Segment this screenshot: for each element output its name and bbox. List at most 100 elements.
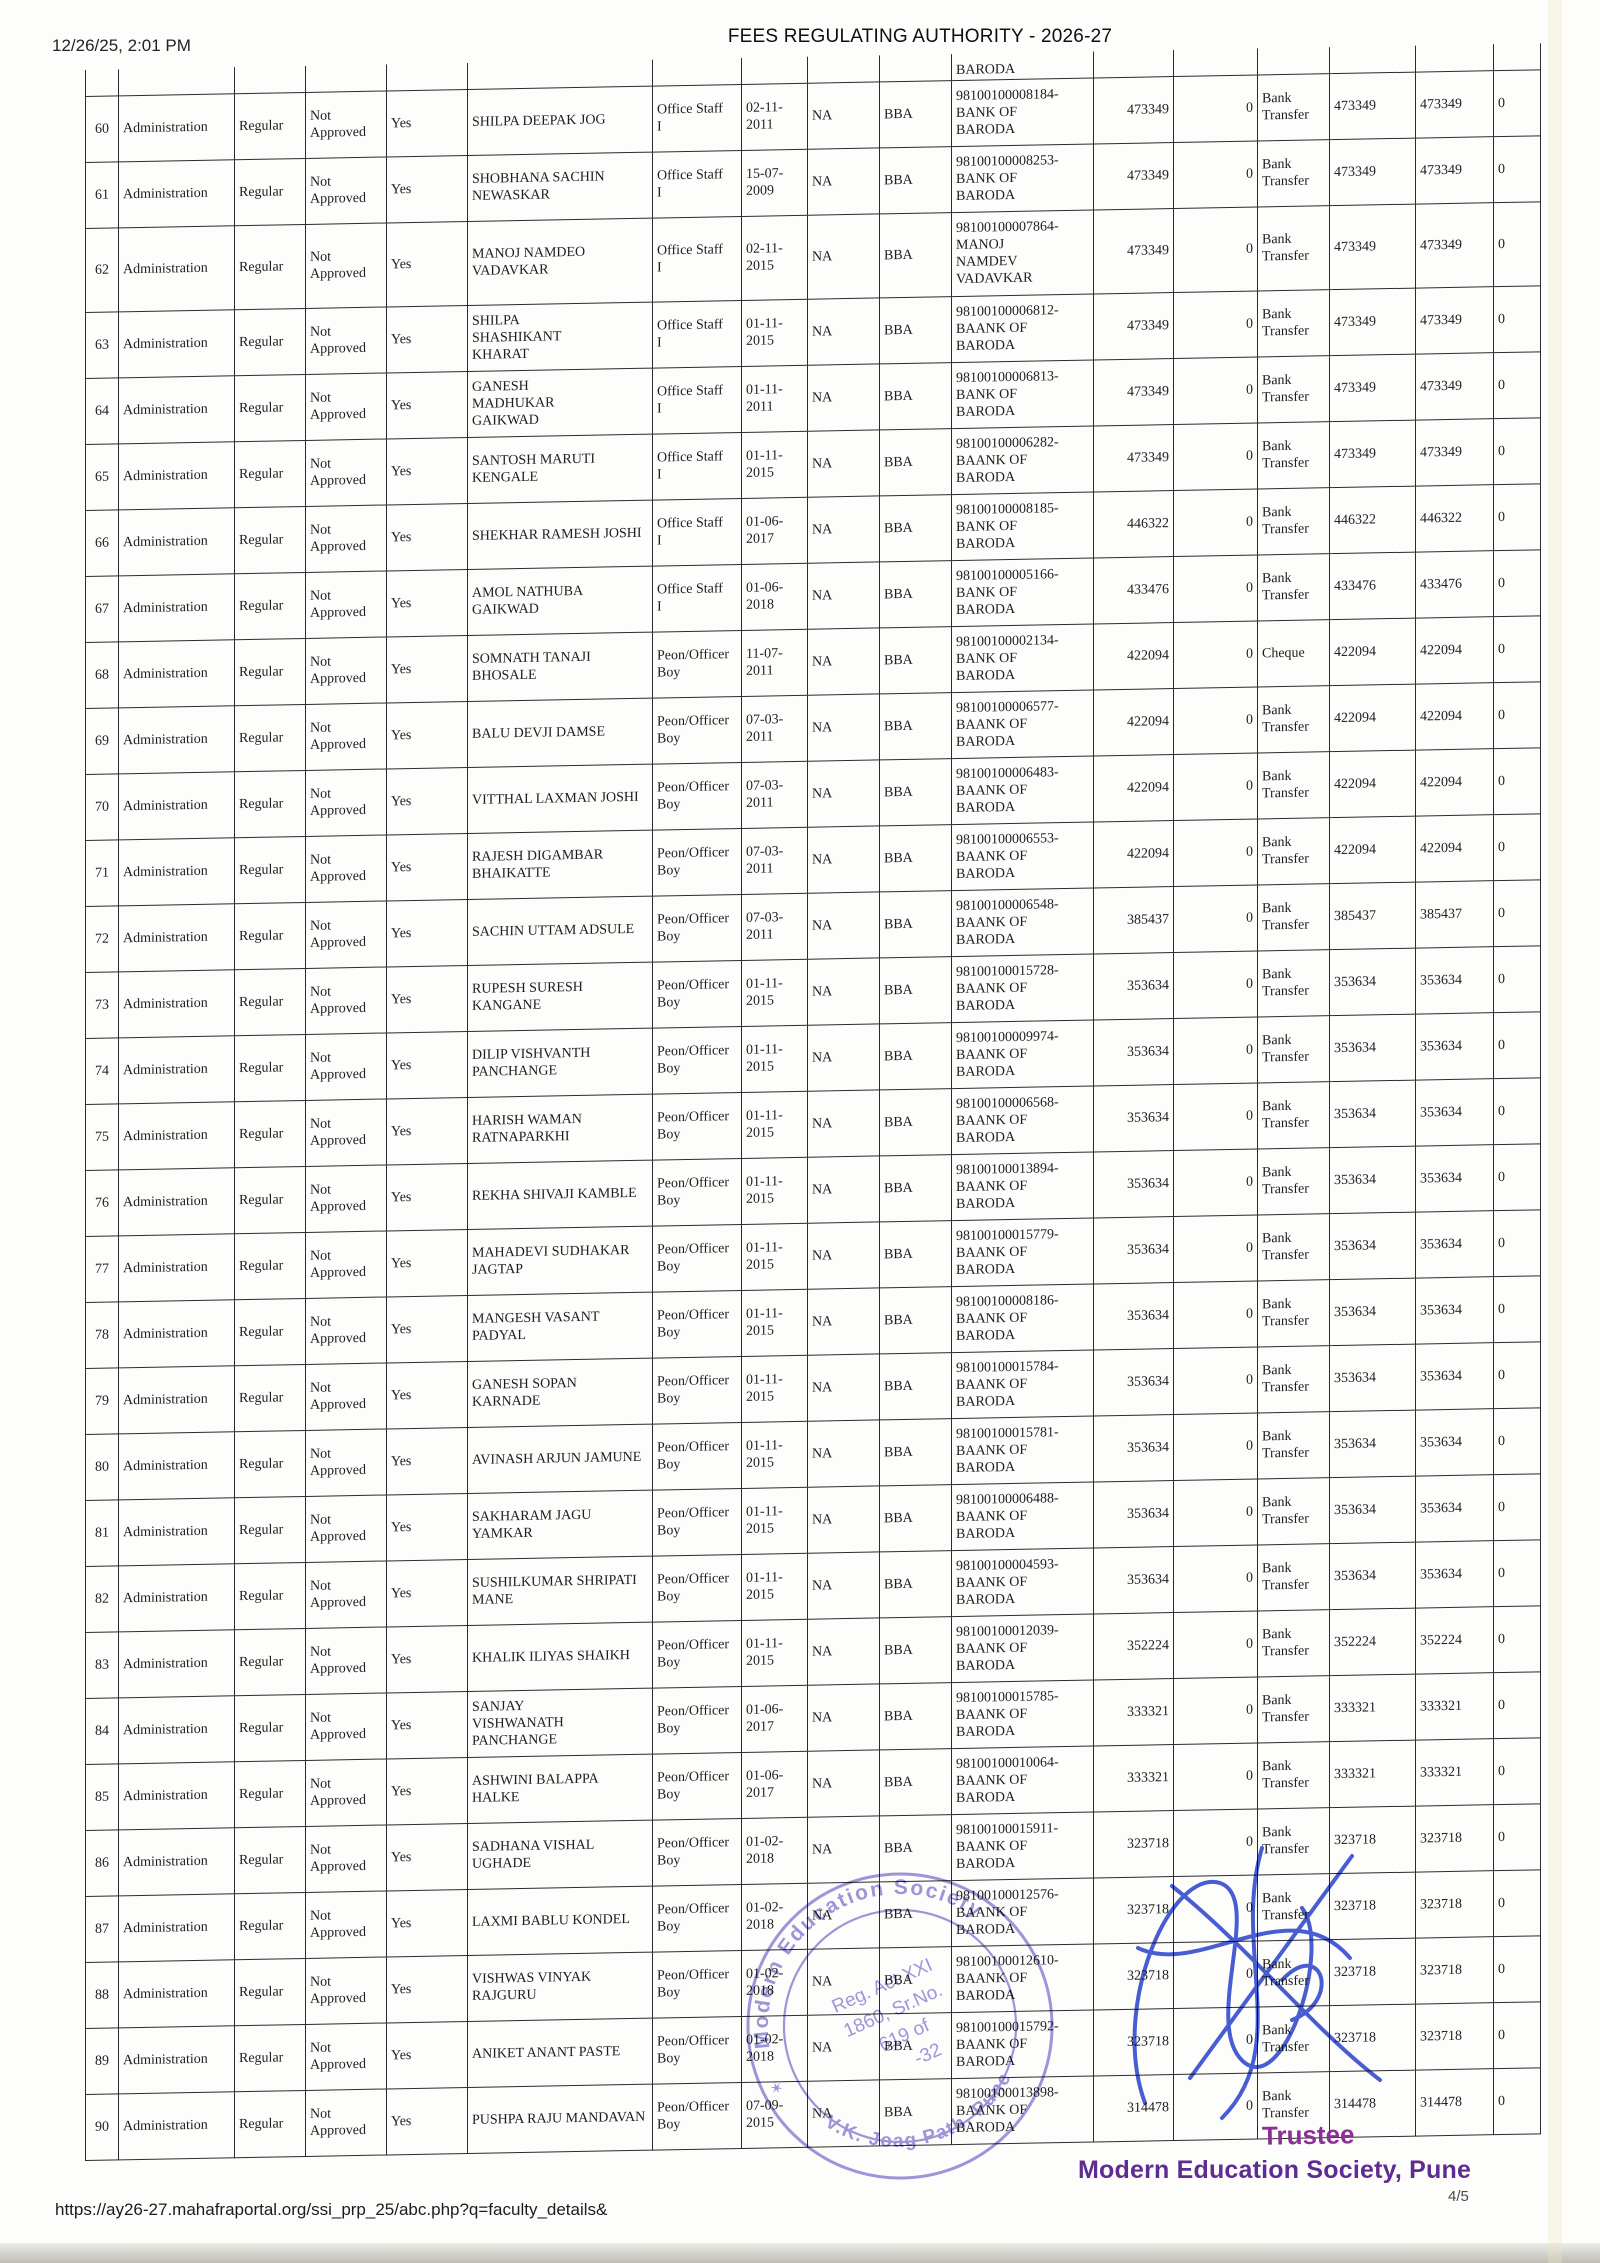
cell-row-number: 82 <box>85 1565 119 1632</box>
cell-type: Regular <box>234 373 306 442</box>
cell-course: BBA <box>879 1682 952 1750</box>
cell-bank-account: 98100100002134- BANK OF BARODA <box>951 623 1094 693</box>
cell-na <box>807 55 880 83</box>
cell-net-amount: 422094 <box>1415 748 1494 816</box>
cell-row-number: 66 <box>85 509 119 576</box>
cell-payment-mode: Bank Transfer <box>1257 1543 1330 1611</box>
cell-row-number: 67 <box>85 575 119 642</box>
cell-zero: 0 <box>1173 488 1258 557</box>
cell-name: VISHWAS VINYAK RAJGURU <box>467 1951 653 2021</box>
cell-department: Administration <box>118 969 235 1038</box>
cell-payment-mode: Bank Transfer <box>1257 421 1330 489</box>
cell-department: Administration <box>118 1695 235 1764</box>
cell-course: BBA <box>879 80 952 148</box>
cell-name: SACHIN UTTAM ADSULE <box>467 895 653 965</box>
cell-name: ASHWINI BALAPPA HALKE <box>467 1753 653 1823</box>
cell-amount-paid: 422094 <box>1329 749 1416 818</box>
cell-na: NA <box>807 429 880 497</box>
cell-type: Regular <box>234 1561 306 1630</box>
cell-joining-date: 01-11- 2015 <box>741 1486 808 1554</box>
cell-designation: Peon/Officer Boy <box>652 1619 742 1688</box>
cell-na: NA <box>807 1221 880 1289</box>
cell-course: BBA <box>879 1748 952 1816</box>
cell-joining-date: 01-11- 2015 <box>741 1552 808 1620</box>
cell-flag: Yes <box>386 502 468 571</box>
cell-department: Administration <box>118 903 235 972</box>
cell-department: Administration <box>118 837 235 906</box>
cell-approval: Not Approved <box>305 2022 387 2090</box>
cell-na: NA <box>807 297 880 365</box>
cell-bank-account: 98100100006812- BAANK OF BARODA <box>951 293 1094 363</box>
cell-row-number: 83 <box>85 1631 119 1698</box>
cell-amount-paid: 473349 <box>1329 353 1416 422</box>
cell-zero-last: 0 <box>1493 1737 1541 1805</box>
cell-name: SANJAY VISHWANATH PANCHANGE <box>467 1687 653 1757</box>
cell-amount: 353634 <box>1093 1282 1174 1350</box>
cell-name: ANIKET ANANT PASTE <box>467 2017 653 2087</box>
cell-bank-account: 98100100015784- BAANK OF BARODA <box>951 1349 1094 1419</box>
cell-course: BBA <box>879 1022 952 1090</box>
cell-name: SANTOSH MARUTI KENGALE <box>467 433 653 503</box>
cell-row-number: 61 <box>85 161 119 228</box>
cell-amount-paid: 353634 <box>1329 1409 1416 1478</box>
cell-designation: Peon/Officer Boy <box>652 629 742 698</box>
cell-payment-mode: Bank Transfer <box>1257 1741 1330 1809</box>
cell-amount: 353634 <box>1093 1414 1174 1482</box>
cell-type: Regular <box>234 1759 306 1828</box>
cell-department: Administration <box>118 639 235 708</box>
cell-type: Regular <box>234 1495 306 1564</box>
cell-name: MANGESH VASANT PADYAL <box>467 1291 653 1361</box>
cell-type: Regular <box>234 769 306 838</box>
cell-amount-paid: 333321 <box>1329 1739 1416 1808</box>
cell-zero: 0 <box>1173 74 1258 143</box>
cell-zero: 0 <box>1173 1742 1258 1811</box>
cell-designation: Peon/Officer Boy <box>652 1289 742 1358</box>
cell-zero: 0 <box>1173 1280 1258 1349</box>
cell-amount: 353634 <box>1093 1348 1174 1416</box>
cell-flag: Yes <box>386 1030 468 1099</box>
cell-zero-last: 0 <box>1493 747 1541 815</box>
cell-amount <box>1093 50 1174 78</box>
printed-url: https://ay26-27.mahafraportal.org/ssi_pr… <box>55 2200 608 2219</box>
cell-flag: Yes <box>386 898 468 967</box>
cell-name: SADHANA VISHAL UGHADE <box>467 1819 653 1889</box>
cell-type: Regular <box>234 1693 306 1762</box>
cell-bank-account: 98100100006577- BAANK OF BARODA <box>951 689 1094 759</box>
cell-type: Regular <box>234 2089 306 2158</box>
cell-flag: Yes <box>386 2086 468 2155</box>
cell-amount: 333321 <box>1093 1678 1174 1746</box>
cell-flag: Yes <box>386 436 468 505</box>
cell-row-number: 72 <box>85 905 119 972</box>
scan-edge-bottom <box>0 2243 1600 2263</box>
cell-amount: 353634 <box>1093 1546 1174 1614</box>
cell-bank-account: 98100100013894- BAANK OF BARODA <box>951 1151 1094 1221</box>
cell-course: BBA <box>879 1616 952 1684</box>
cell-amount: 385437 <box>1093 886 1174 954</box>
cell-course: BBA <box>879 296 952 364</box>
cell-flag: Yes <box>386 1690 468 1759</box>
cell-joining-date: 01-11- 2015 <box>741 430 808 498</box>
cell-bank-account: 98100100008253- BANK OF BARODA <box>951 143 1094 213</box>
cell-amount: 473349 <box>1093 292 1174 360</box>
cell-flag: Yes <box>386 1888 468 1957</box>
cell-net-amount: 353634 <box>1415 1540 1494 1608</box>
cell-joining-date: 01-11- 2011 <box>741 364 808 432</box>
cell-flag: Yes <box>386 1096 468 1165</box>
cell-zero: 0 <box>1173 1346 1258 1415</box>
cell-row-number: 60 <box>85 95 119 162</box>
cell-row-number: 76 <box>85 1169 119 1236</box>
cell-bank-account: 98100100015728- BAANK OF BARODA <box>951 953 1094 1023</box>
cell-name: SUSHILKUMAR SHRIPATI MANE <box>467 1555 653 1625</box>
cell-zero: 0 <box>1173 950 1258 1019</box>
cell-zero: 0 <box>1173 1148 1258 1217</box>
cell-flag: Yes <box>386 1228 468 1297</box>
cell-approval: Not Approved <box>305 1560 387 1628</box>
cell-zero: 0 <box>1173 1676 1258 1745</box>
cell-zero-last <box>1493 43 1541 71</box>
cell-approval: Not Approved <box>305 1362 387 1430</box>
signature-ink <box>1132 1846 1382 2120</box>
cell-approval: Not Approved <box>305 222 387 308</box>
cell-bank-account: 98100100006282- BAANK OF BARODA <box>951 425 1094 495</box>
cell-na: NA <box>807 1749 880 1817</box>
cell-approval: Not Approved <box>305 1626 387 1694</box>
